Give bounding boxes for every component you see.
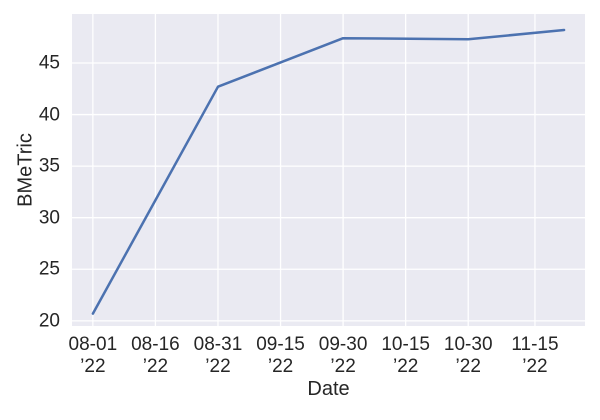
x-tick-label: 09-15’22 <box>256 334 305 377</box>
y-tick-label: 40 <box>38 104 60 126</box>
y-tick-label: 20 <box>38 310 60 332</box>
plot-area <box>72 14 585 326</box>
line-chart <box>72 14 585 326</box>
y-tick-label: 35 <box>38 155 60 177</box>
plot-background <box>72 14 585 326</box>
x-axis-label: Date <box>307 378 350 400</box>
x-tick-label: 10-15’22 <box>381 334 430 377</box>
x-tick-label: 10-30’22 <box>443 334 493 377</box>
x-tick-label: 08-01’22 <box>68 334 118 377</box>
data-line-bmetric <box>91 28 566 315</box>
y-tick-label: 25 <box>38 258 60 280</box>
y-tick-label: 30 <box>38 207 60 229</box>
x-tick-label: 09-30’22 <box>318 334 368 377</box>
x-tick-label: 08-16’22 <box>131 334 180 377</box>
y-tick-label: 45 <box>38 52 60 74</box>
x-tick-label: 08-31’22 <box>193 334 243 377</box>
x-tick-label: 11-15’22 <box>511 334 559 377</box>
